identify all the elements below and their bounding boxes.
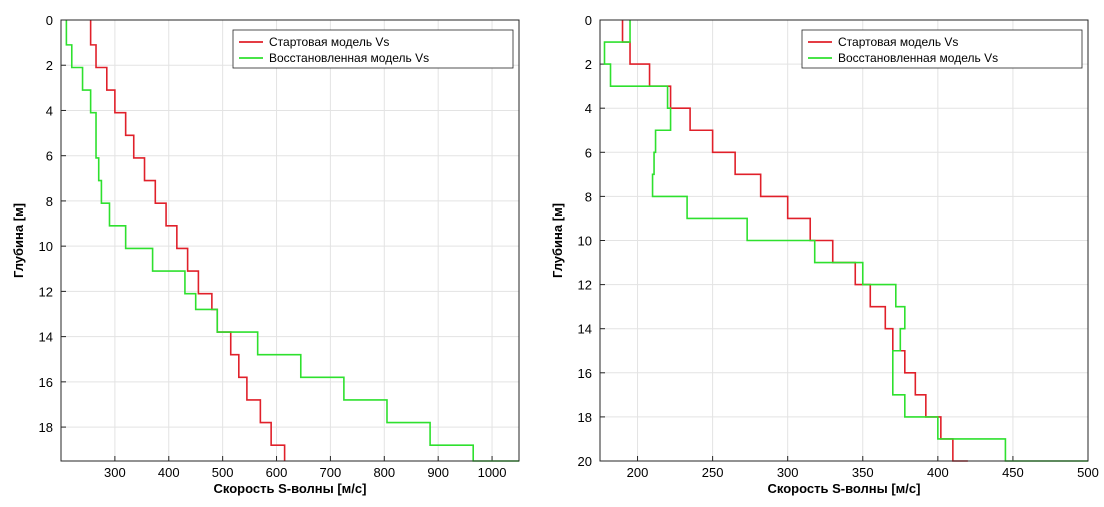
legend-box [232,29,514,69]
plot-area [61,20,519,461]
y-tick-label: 16 [39,375,53,390]
x-tick-label: 450 [1002,465,1024,480]
y-tick-label: 4 [46,103,53,118]
x-tick-label: 500 [212,465,234,480]
y-tick-label: 16 [578,366,592,381]
x-tick-label: 1000 [478,465,507,480]
y-tick-label: 12 [578,278,592,293]
series-line-start-model [89,20,286,461]
chart-right-svg: 200 250 300 350 400 450 500 0 2 4 6 8 10 12 14 16 18 20 Ск… [550,13,1099,496]
x-tick-label: 250 [702,465,724,480]
y-tick-label: 0 [585,13,592,28]
x-tick-label: 300 [777,465,799,480]
y-tick-label: 6 [585,145,592,160]
legend-label: Восстановленная модель Vs [838,51,998,65]
y-tick-label: 4 [585,101,592,116]
x-tick-label: 200 [627,465,649,480]
y-tick-label: 0 [46,13,53,28]
x-tick-label: 400 [158,465,180,480]
y-tick-label: 8 [585,189,592,204]
y-tick-label: 20 [578,454,592,469]
chart-left-svg: 300 400 500 600 700 800 900 1000 0 2 4 6 8 10 12 14 16 18… [11,13,520,496]
series-line-recovered-model [603,20,1088,462]
y-tick-label: 12 [39,284,53,299]
x-tick-label: 400 [927,465,949,480]
x-tick-label: 700 [320,465,342,480]
y-tick-label: 10 [578,234,592,249]
x-tick-label: 900 [427,465,449,480]
legend-label: Стартовая модель Vs [269,35,389,49]
x-tick-label: 600 [266,465,288,480]
x-tick-label: 500 [1077,465,1099,480]
y-tick-label: 6 [46,149,53,164]
x-tick-label: 300 [104,465,126,480]
y-tick-label: 2 [585,57,592,72]
chart-left: 300 400 500 600 700 800 900 1000 0 2 4 6 8 10 12 14 16 18… [0,0,552,502]
y-tick-label: 14 [39,330,53,345]
y-tick-label: 8 [46,194,53,209]
y-axis-title: Глубина [м] [11,203,26,278]
legend-box [801,29,1083,69]
y-tick-label: 18 [39,420,53,435]
x-tick-label: 350 [852,465,874,480]
legend-label: Восстановленная модель Vs [269,51,429,65]
legend-label: Стартовая модель Vs [838,35,958,49]
x-axis-title: Скорость S-волны [м/с] [214,481,367,496]
y-tick-label: 14 [578,322,592,337]
y-tick-label: 10 [39,239,53,254]
axes-frame [60,19,520,462]
x-axis-title: Скорость S-волны [м/с] [768,481,921,496]
axes-frame [599,19,1089,462]
series-line-recovered-model [65,20,519,462]
y-tick-label: 18 [578,410,592,425]
y-tick-label: 2 [46,58,53,73]
series-line-start-model [621,20,968,462]
x-tick-label: 800 [373,465,395,480]
y-axis-title: Глубина [м] [552,203,565,278]
chart-right: 200 250 300 350 400 450 500 0 2 4 6 8 10 12 14 16 18 20 Ск… [550,0,1104,502]
